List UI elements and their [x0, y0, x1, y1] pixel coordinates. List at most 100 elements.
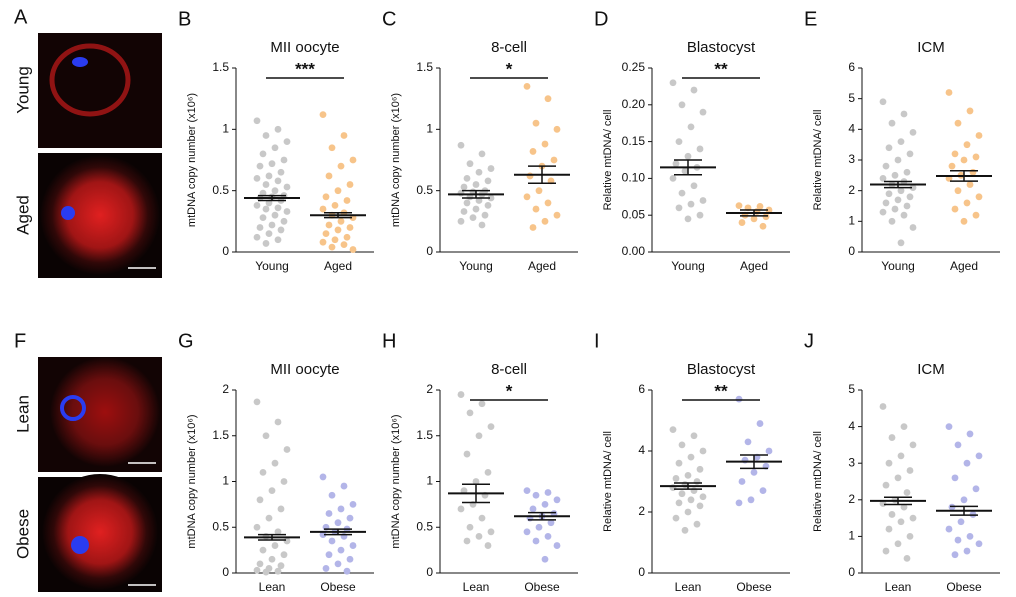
- dot: [259, 189, 267, 197]
- error-bar: [462, 483, 490, 504]
- chart-title: ICM: [917, 39, 945, 56]
- dot: [678, 490, 686, 498]
- dot: [553, 496, 561, 504]
- dot: [690, 86, 698, 94]
- y-tick-label: 0.20: [622, 97, 646, 111]
- dot: [544, 489, 552, 496]
- error-bar: [950, 505, 978, 516]
- micrographs: [38, 33, 162, 592]
- y-axis-label: Relative mtDNA/ cell: [812, 110, 824, 211]
- dot: [457, 217, 465, 225]
- dot: [274, 125, 282, 133]
- dot: [271, 144, 279, 152]
- y-tick-label: 4: [638, 443, 645, 457]
- dot: [268, 160, 276, 168]
- dot: [256, 162, 264, 170]
- dot: [484, 542, 492, 549]
- dot: [906, 193, 914, 201]
- dot: [909, 441, 917, 449]
- y-tick-label: 0.00: [622, 244, 646, 258]
- dot: [274, 204, 282, 212]
- dot: [319, 531, 327, 538]
- y-tick-label: 0: [848, 565, 855, 579]
- dot: [690, 182, 698, 190]
- y-tick-label: 0.5: [416, 519, 433, 533]
- dot: [966, 533, 974, 540]
- dot: [553, 125, 561, 133]
- y-tick-label: 2: [848, 183, 855, 197]
- panel-letter: D: [594, 8, 608, 30]
- dot: [693, 478, 701, 485]
- dot: [960, 217, 968, 225]
- x-tick-label: Aged: [324, 259, 352, 273]
- dot: [259, 150, 267, 158]
- y-tick-label: 3: [848, 152, 855, 166]
- dot: [696, 145, 704, 153]
- error-bar: [740, 209, 768, 217]
- dot: [951, 150, 959, 158]
- dot: [672, 514, 680, 522]
- dot: [463, 537, 471, 545]
- dot: [672, 475, 680, 482]
- dot: [960, 496, 968, 504]
- y-tick-label: 0.5: [416, 183, 433, 197]
- chart-title: ICM: [917, 361, 945, 378]
- y-tick-label: 0: [426, 244, 433, 258]
- dot: [262, 205, 270, 213]
- dot: [696, 211, 704, 219]
- dot: [945, 423, 953, 430]
- dot: [283, 138, 291, 146]
- dot: [888, 119, 896, 127]
- y-tick-label: 4: [848, 122, 855, 136]
- nucleus: [71, 536, 89, 554]
- dot: [951, 551, 959, 559]
- dot: [466, 160, 474, 168]
- x-tick-label: Aged: [528, 259, 556, 273]
- error-bar: [462, 189, 490, 199]
- significance-label: **: [714, 59, 728, 78]
- dot: [283, 537, 291, 545]
- dot: [687, 496, 695, 504]
- dot: [966, 430, 974, 438]
- dot: [963, 199, 971, 207]
- dot: [268, 555, 276, 563]
- dot: [280, 478, 288, 485]
- error-bar: [528, 165, 556, 185]
- dot: [274, 177, 282, 185]
- dot: [954, 441, 962, 449]
- y-tick-label: 0.15: [622, 134, 646, 148]
- y-axis-label: mtDNA copy number (x10⁶): [390, 93, 402, 227]
- dot: [319, 238, 327, 246]
- dot: [541, 500, 549, 508]
- dot: [484, 201, 492, 209]
- dot: [478, 221, 486, 229]
- dot: [684, 508, 692, 516]
- y-tick-label: 1.5: [416, 428, 433, 442]
- dot: [256, 496, 264, 504]
- dot: [532, 205, 540, 213]
- y-tick-label: 1.5: [212, 60, 229, 74]
- dot: [343, 197, 351, 204]
- y-axis-label: mtDNA copy number (x10⁶): [390, 414, 402, 548]
- dot: [690, 432, 698, 440]
- dot: [523, 487, 531, 495]
- dot: [966, 107, 974, 115]
- dot: [265, 172, 273, 180]
- y-tick-label: 1: [426, 474, 433, 488]
- dot: [681, 167, 689, 175]
- dot: [487, 165, 495, 172]
- dot: [675, 138, 683, 146]
- nucleus: [61, 206, 75, 220]
- y-tick-label: 0: [638, 565, 645, 579]
- dot: [756, 202, 764, 210]
- cell: [40, 155, 160, 275]
- dot: [903, 554, 911, 562]
- dot: [325, 221, 333, 229]
- y-tick-label: 1: [848, 214, 855, 228]
- x-tick-label: Young: [255, 259, 289, 273]
- dot: [481, 211, 489, 219]
- x-tick-label: Obese: [524, 580, 560, 594]
- dot: [265, 514, 273, 522]
- dot: [277, 168, 285, 176]
- panel-letter: A: [14, 6, 28, 28]
